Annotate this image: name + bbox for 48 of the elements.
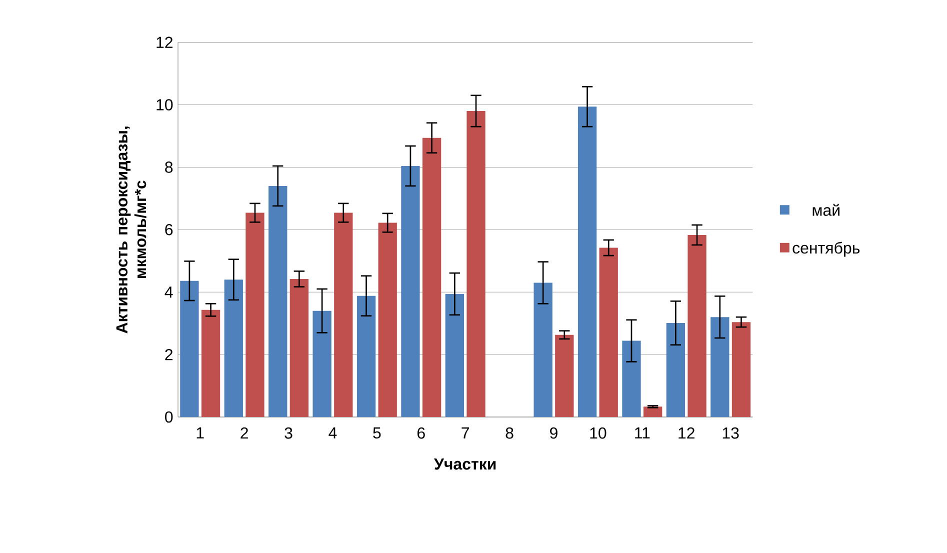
bar — [466, 111, 486, 417]
x-tick-label: 6 — [418, 427, 425, 439]
bar — [334, 212, 353, 417]
bar — [180, 280, 199, 417]
y-tick-label: 8 — [165, 162, 173, 173]
x-tick-label: 5 — [373, 427, 381, 439]
y-tick-label: 12 — [156, 36, 172, 48]
legend-label: май — [812, 204, 840, 216]
bar — [356, 296, 376, 417]
x-tick-label: 11 — [635, 427, 650, 438]
bar — [599, 248, 618, 417]
bar — [688, 234, 706, 417]
x-tick-label: 4 — [328, 427, 337, 438]
bar — [534, 282, 552, 417]
y-axis-title: Активность пероксидазы, мкмоль/мг*с — [116, 126, 146, 334]
x-tick-label: 13 — [722, 427, 739, 439]
x-tick-label: 1 — [196, 427, 204, 438]
bar — [290, 278, 309, 417]
y-tick-label: 2 — [165, 348, 172, 360]
legend-label: сентябрь — [792, 242, 860, 257]
bar — [643, 406, 662, 417]
x-axis-title: Участки — [434, 458, 496, 470]
y-tick-label: 4 — [164, 286, 173, 298]
bar — [224, 280, 243, 417]
x-tick-label: 10 — [590, 427, 606, 439]
bar — [666, 323, 686, 417]
x-tick-label: 8 — [506, 427, 514, 439]
bar — [246, 212, 264, 417]
bar — [710, 317, 730, 417]
x-tick-label: 3 — [284, 427, 292, 439]
bar — [622, 340, 641, 417]
bar — [555, 334, 574, 417]
y-tick-label: 0 — [165, 411, 173, 423]
bar — [201, 310, 220, 417]
bar — [312, 310, 332, 417]
bar — [445, 294, 464, 417]
x-tick-label: 12 — [678, 427, 694, 439]
bar — [268, 186, 288, 417]
y-tick-label: 6 — [165, 224, 173, 236]
bar — [422, 138, 442, 417]
x-tick-label: 9 — [550, 427, 558, 439]
bar — [401, 166, 420, 417]
bar — [578, 106, 597, 417]
y-tick-label: 10 — [156, 99, 173, 110]
x-tick-label: 7 — [462, 427, 469, 438]
bar — [378, 222, 397, 417]
x-tick-label: 2 — [240, 427, 248, 439]
bar — [732, 322, 751, 417]
